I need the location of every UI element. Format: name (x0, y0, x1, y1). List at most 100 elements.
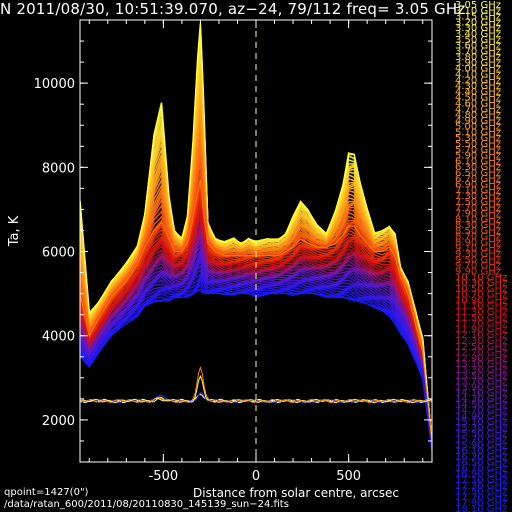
profile-line-42 (80, 231, 432, 449)
legend-label-29: 6.50 GHz (455, 168, 501, 179)
y-tick-label-1: 4000 (42, 330, 75, 345)
legend-label-25: 5.70 GHz (455, 145, 501, 156)
legend-label-44: 9.50 GHz (455, 255, 501, 266)
profile-series-group (80, 23, 432, 451)
legend-label-62: 13.10 GHz (455, 359, 507, 370)
legend-label-39: 8.50 GHz (455, 226, 501, 237)
legend-label-86: 17.90 GHz (455, 498, 507, 509)
legend-label-15: 4.40 GHz (455, 87, 501, 98)
profile-line-49 (80, 252, 432, 450)
legend-label-66: 13.90 GHz (455, 382, 507, 393)
profile-line-28 (80, 183, 432, 448)
legend-label-10: 3.90 GHz (455, 58, 501, 69)
legend-label-46: 9.90 GHz (455, 267, 501, 278)
legend-label-35: 7.70 GHz (455, 203, 501, 214)
legend-label-30: 6.70 GHz (455, 174, 501, 185)
chart-title: N 2011/08/30, 10:51:39.070, az−24, 79/11… (0, 0, 466, 18)
x-axis-label: Distance from solar centre, arcsec (193, 486, 399, 500)
legend-label-42: 9.10 GHz (455, 243, 501, 254)
profile-line-13 (80, 101, 432, 447)
legend-label-64: 13.50 GHz (455, 371, 507, 382)
legend-label-17: 4.60 GHz (455, 99, 501, 110)
qpoint-label: qpoint=1427(0") (4, 487, 89, 498)
y-tick-label-4: 10000 (34, 77, 75, 92)
profile-line-56 (80, 276, 432, 451)
legend-label-87: 18.10 GHz (455, 504, 507, 512)
legend-label-67: 14.10 GHz (455, 388, 507, 399)
file-path-label: /data/ratan_600/2011/08/20110830_145139_… (4, 499, 289, 510)
legend-label-48: 10.30 GHz (455, 278, 507, 289)
legend-label-37: 8.10 GHz (455, 214, 501, 225)
legend-label-31: 6.90 GHz (455, 180, 501, 191)
legend-label-51: 10.90 GHz (455, 295, 507, 306)
legend-label-69: 14.50 GHz (455, 400, 507, 411)
legend-label-20: 4.90 GHz (455, 116, 501, 127)
stokes-trace-3 (80, 365, 432, 404)
legend-label-76: 15.90 GHz (455, 440, 507, 451)
legend-label-23: 5.30 GHz (455, 133, 501, 144)
legend-label-41: 8.90 GHz (455, 238, 501, 249)
legend-label-22: 5.10 GHz (455, 127, 501, 138)
legend-label-75: 15.70 GHz (455, 435, 507, 446)
legend-label-55: 11.70 GHz (455, 319, 507, 330)
legend-label-12: 4.10 GHz (455, 70, 501, 81)
profile-line-50 (80, 254, 432, 450)
legend-label-33: 7.30 GHz (455, 191, 501, 202)
legend-label-11: 4.00 GHz (455, 64, 501, 75)
legend-label-78: 16.30 GHz (455, 452, 507, 463)
legend-label-50: 10.70 GHz (455, 290, 507, 301)
legend-label-61: 12.90 GHz (455, 353, 507, 364)
legend-label-40: 8.70 GHz (455, 232, 501, 243)
legend-label-74: 15.50 GHz (455, 429, 507, 440)
legend-label-47: 10.10 GHz (455, 272, 507, 283)
legend-label-24: 5.50 GHz (455, 139, 501, 150)
legend-label-84: 17.50 GHz (455, 487, 507, 498)
legend-label-3: 3.20 GHz (455, 17, 501, 28)
profile-line-43 (80, 233, 432, 449)
legend-label-5: 3.40 GHz (455, 29, 501, 40)
legend-label-65: 13.70 GHz (455, 377, 507, 388)
legend-label-80: 16.70 GHz (455, 463, 507, 474)
legend-label-60: 12.70 GHz (455, 348, 507, 359)
profile-line-48 (80, 250, 432, 449)
legend-label-18: 4.70 GHz (455, 104, 501, 115)
series-line-1 (80, 179, 432, 446)
legend-label-83: 17.30 GHz (455, 481, 507, 492)
legend-label-19: 4.80 GHz (455, 110, 501, 121)
series-line-2 (80, 288, 432, 450)
legend-label-52: 11.10 GHz (455, 301, 507, 312)
y-axis-label: Ta, K (7, 215, 22, 247)
legend-label-73: 15.30 GHz (455, 423, 507, 434)
legend-label-28: 6.30 GHz (455, 162, 501, 173)
legend-label-21: 5.00 GHz (455, 122, 501, 133)
legend-label-2: 3.15 GHz (455, 12, 501, 23)
legend-label-79: 16.50 GHz (455, 458, 507, 469)
legend-label-9: 3.80 GHz (455, 52, 501, 63)
legend-label-85: 17.70 GHz (455, 492, 507, 503)
x-tick-label-0: -500 (149, 469, 179, 484)
axes: 2000 4000 6000 8000 10000 -500 0 500 Distance fr… (7, 19, 433, 500)
legend-label-58: 12.30 GHz (455, 336, 507, 347)
legend-label-38: 8.30 GHz (455, 220, 501, 231)
legend-label-26: 5.90 GHz (455, 151, 501, 162)
legend-label-1: 3.10 GHz (455, 6, 501, 17)
legend-label-14: 4.30 GHz (455, 81, 501, 92)
x-tick-label-1: 0 (252, 469, 260, 484)
profile-line-29 (80, 186, 432, 447)
profile-line-35 (80, 207, 432, 448)
profile-line-57 (80, 279, 432, 451)
legend-label-70: 14.70 GHz (455, 406, 507, 417)
profile-line-14 (80, 105, 432, 447)
profile-line-55 (80, 275, 432, 450)
legend-label-72: 15.10 GHz (455, 417, 507, 428)
legend-label-16: 4.50 GHz (455, 93, 501, 104)
y-tick-label-0: 2000 (42, 414, 75, 429)
legend-label-71: 14.90 GHz (455, 411, 507, 422)
legend-label-0: 3.05 GHz (455, 0, 501, 11)
legend-label-45: 9.70 GHz (455, 261, 501, 272)
x-tick-label-2: 500 (336, 469, 361, 484)
legend-label-59: 12.50 GHz (455, 342, 507, 353)
legend-label-6: 3.50 GHz (455, 35, 501, 46)
